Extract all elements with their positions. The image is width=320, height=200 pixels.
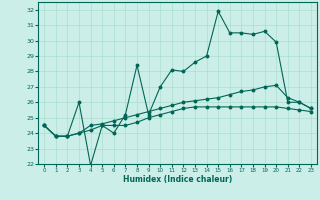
X-axis label: Humidex (Indice chaleur): Humidex (Indice chaleur) bbox=[123, 175, 232, 184]
